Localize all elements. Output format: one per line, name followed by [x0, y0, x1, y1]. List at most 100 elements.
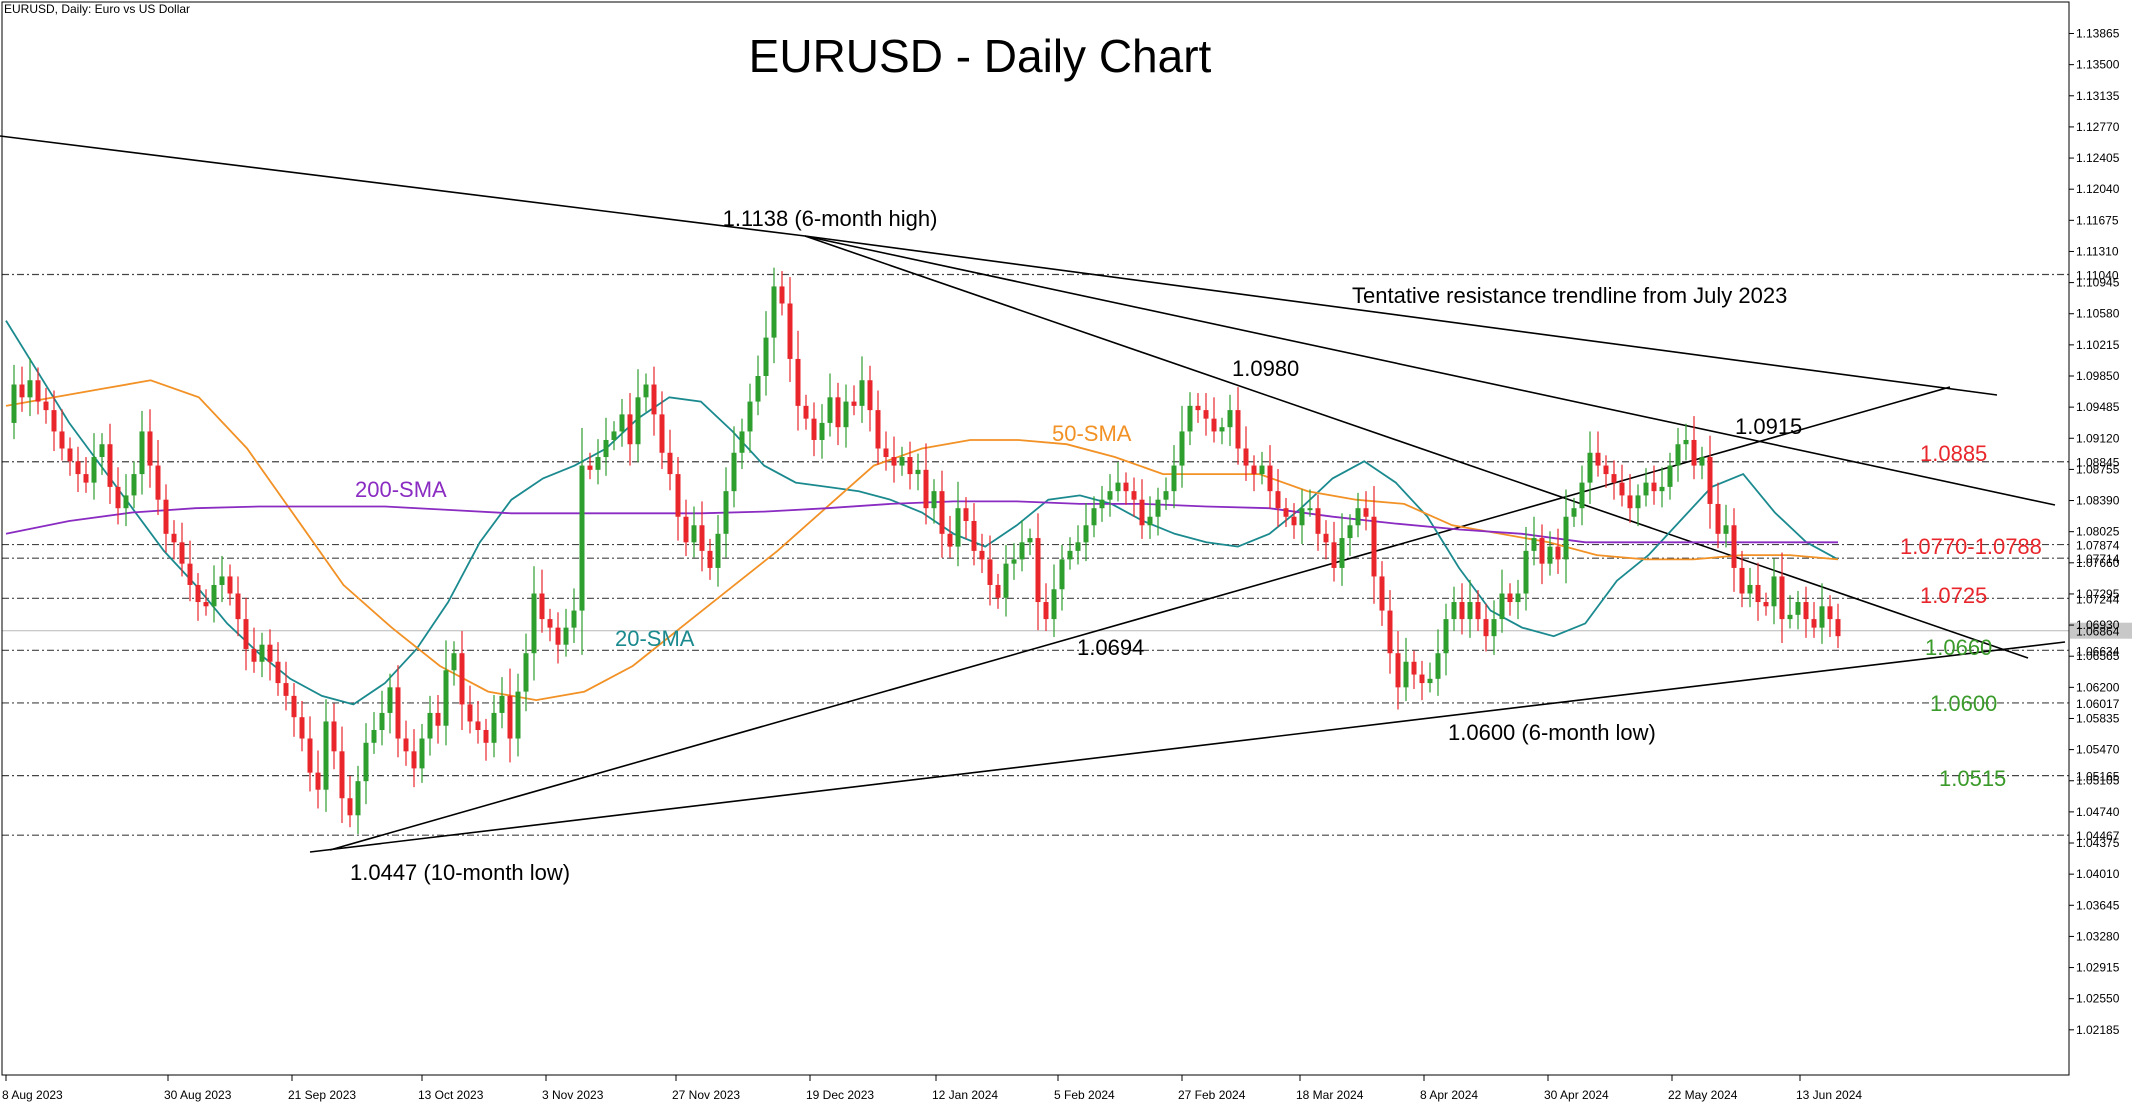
candle-up [1659, 486, 1665, 492]
candle-up [363, 742, 369, 782]
current-price-box [2070, 622, 2132, 639]
candle-down [1395, 653, 1401, 688]
level-label-bg [2070, 537, 2128, 552]
candle-down [699, 525, 705, 551]
price-tick-label: 1.05470 [2076, 743, 2120, 757]
candle-down [299, 717, 305, 739]
candle-down [875, 410, 881, 449]
symbol-description: EURUSD, Daily: Euro vs US Dollar [4, 2, 191, 16]
candle-up [1635, 495, 1641, 509]
candle-down [987, 559, 993, 585]
annotation-label: 1.0600 (6-month low) [1448, 720, 1656, 745]
candle-down [787, 303, 793, 359]
candle-down [883, 448, 889, 458]
candle-down [1475, 602, 1481, 620]
time-tick-label: 21 Sep 2023 [288, 1088, 356, 1102]
candle-up [1083, 525, 1089, 543]
candle-down [627, 414, 633, 445]
price-tick-label: 1.09850 [2076, 369, 2120, 383]
candle-up [1115, 482, 1121, 492]
candle-down [1835, 619, 1841, 637]
candle-down [1195, 405, 1201, 411]
candle-up [1771, 576, 1777, 607]
level-label: 1.06017 [2076, 697, 2120, 711]
trendline [804, 235, 2029, 659]
candle-down [1371, 516, 1377, 577]
candle-down [707, 550, 713, 568]
level-label: 1.05165 [2076, 770, 2120, 784]
candle-up [771, 286, 777, 338]
candle-up [219, 576, 225, 585]
price-tick-label: 1.03645 [2076, 898, 2120, 912]
candle-down [43, 401, 49, 411]
candle-up [1187, 405, 1193, 432]
time-tick-label: 27 Nov 2023 [672, 1088, 740, 1102]
candle-down [307, 738, 313, 773]
candle-down [315, 772, 321, 790]
candle-up [763, 337, 769, 376]
candle-up [571, 610, 577, 628]
price-tick-label: 1.11675 [2076, 213, 2119, 227]
trendline [0, 135, 806, 237]
candle-down [1507, 593, 1513, 603]
series-line-200-sma [5, 500, 1838, 544]
candle-down [851, 401, 857, 406]
moving-averages [5, 320, 1839, 706]
candle-down [1627, 495, 1633, 509]
candle-down [1331, 542, 1337, 568]
candle-up [859, 380, 865, 406]
candle-down [1483, 619, 1489, 637]
level-label-bg [2070, 267, 2128, 282]
candle-up [579, 465, 585, 611]
price-tick-label: 1.11310 [2076, 244, 2119, 258]
price-tick-label: 1.12770 [2076, 120, 2120, 134]
candle-down [1707, 457, 1713, 504]
candle-down [283, 683, 289, 696]
candle-down [683, 516, 689, 543]
price-tick-label: 1.04740 [2076, 805, 2120, 819]
candle-up [1819, 606, 1825, 628]
candle-up [1523, 550, 1529, 594]
price-tick-label: 1.12405 [2076, 151, 2120, 165]
level-label: 1.07714 [2076, 552, 2120, 566]
candle-down [587, 465, 593, 470]
candle-down [1363, 508, 1369, 517]
candle-down [1131, 491, 1137, 500]
price-tick-label: 1.06565 [2076, 649, 2120, 663]
candle-up [1355, 508, 1361, 526]
time-tick-label: 27 Feb 2024 [1178, 1088, 1246, 1102]
candle-down [1715, 503, 1721, 534]
candle-up [1563, 516, 1569, 560]
candle-up [1491, 619, 1497, 637]
price-tick-label: 1.04375 [2076, 836, 2120, 850]
candle-up [1307, 508, 1313, 511]
candle-down [251, 648, 257, 662]
candle-down [1251, 465, 1257, 475]
candle-down [235, 593, 241, 620]
annotation-label: Tentative resistance trendline from July… [1352, 283, 1787, 308]
candle-down [1803, 602, 1809, 620]
candle-up [827, 397, 833, 423]
candle-down [1035, 538, 1041, 603]
price-tick-label: 1.06930 [2076, 618, 2120, 632]
candle-up [1091, 508, 1097, 526]
candle-up [1011, 559, 1017, 564]
annotation-label: 20-SMA [615, 626, 695, 651]
candle-up [1299, 508, 1305, 526]
level-label: 1.07874 [2076, 539, 2120, 553]
time-tick-label: 8 Aug 2023 [2, 1088, 63, 1102]
candle-down [1763, 602, 1769, 607]
annotation-label: 1.0885 [1920, 441, 1987, 466]
candle-down [475, 721, 481, 730]
candle-up [931, 491, 937, 509]
candle-up [379, 712, 385, 730]
annotation-label: 1.0447 (10-month low) [350, 860, 570, 885]
candle-up [1027, 538, 1033, 543]
candle-up [1339, 538, 1345, 568]
chart-title: EURUSD - Daily Chart [749, 30, 1212, 82]
candle-down [667, 452, 673, 475]
candle-down [51, 410, 57, 432]
candle-down [107, 444, 113, 487]
time-tick-label: 13 Oct 2023 [418, 1088, 484, 1102]
